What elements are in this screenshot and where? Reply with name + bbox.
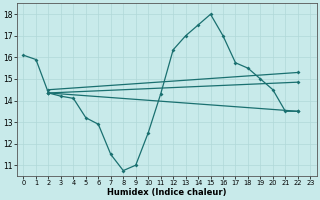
X-axis label: Humidex (Indice chaleur): Humidex (Indice chaleur): [107, 188, 227, 197]
